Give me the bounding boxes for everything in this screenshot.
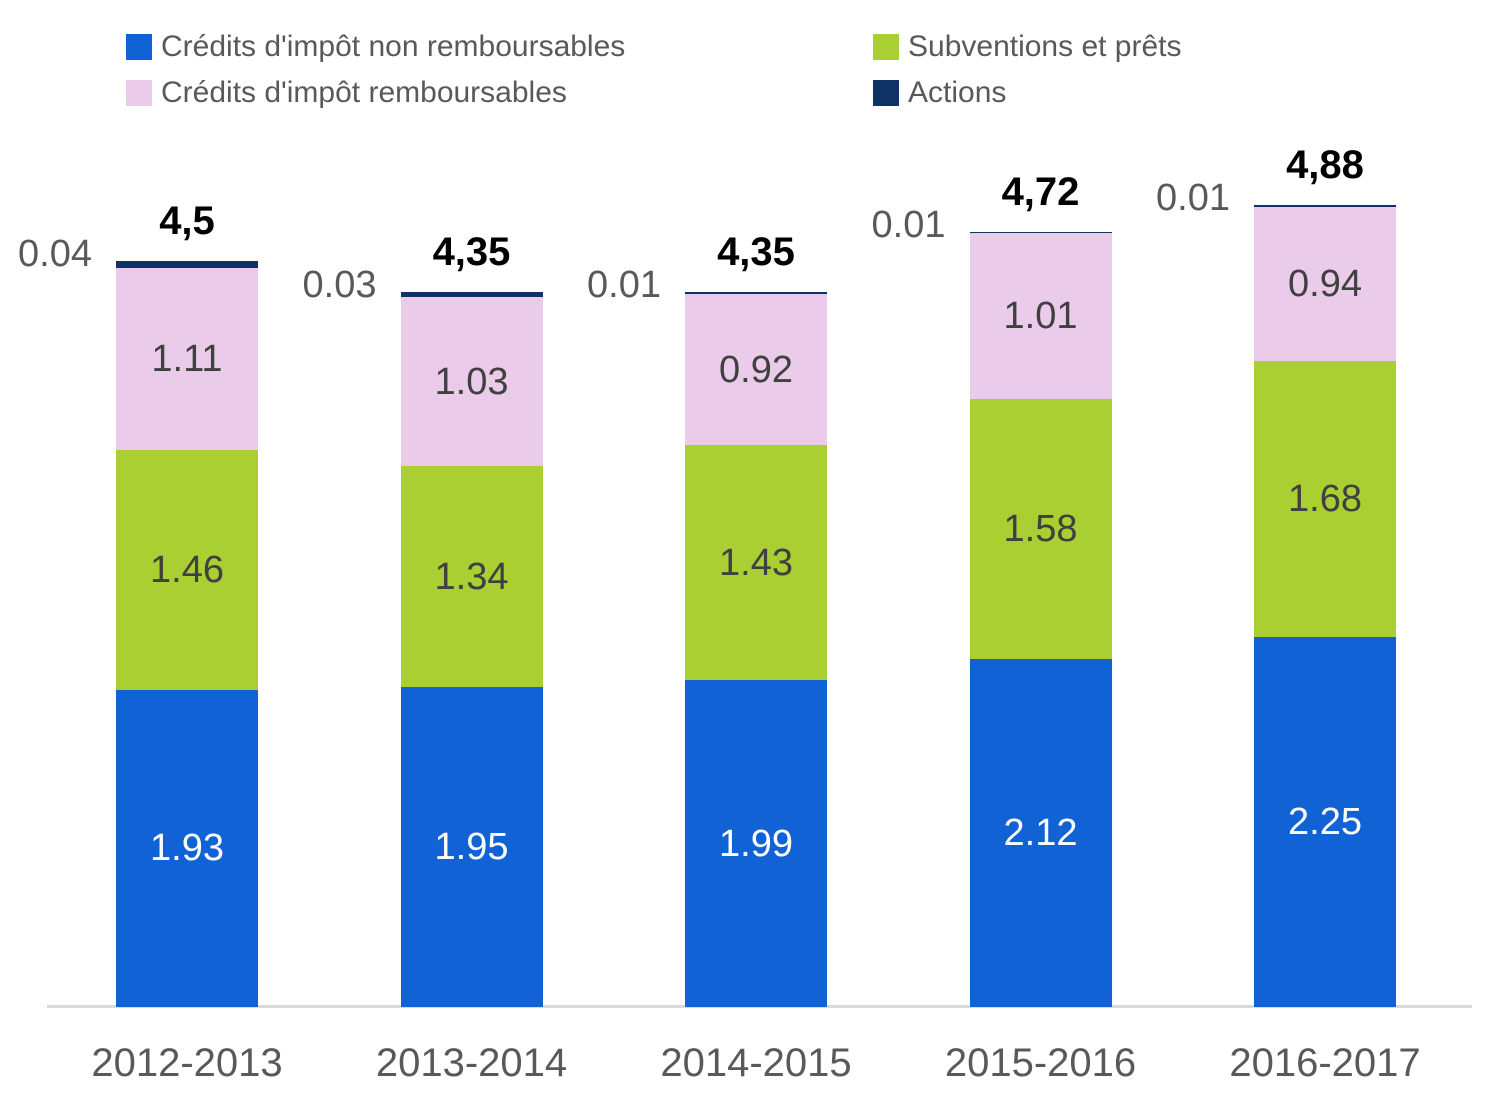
legend-label-actions: Actions	[908, 76, 1007, 109]
bar-segment-credits-d-impot-non-remboursables-2013-2014[interactable]	[400, 686, 543, 1007]
bar-segment-subventions-et-prets-2013-2014[interactable]	[400, 466, 543, 687]
bar-segment-subventions-et-prets-2012-2013[interactable]	[116, 450, 258, 690]
value-label-actions-2014-2015: 0.01	[587, 264, 661, 307]
bar-segment-credits-d-impot-non-remboursables-2012-2013[interactable]	[116, 689, 258, 1007]
bar-segment-credits-d-impot-non-remboursables-2015-2016[interactable]	[969, 658, 1112, 1007]
total-label-2013-2014: 4,35	[432, 230, 511, 275]
total-label-2015-2016: 4,72	[1001, 169, 1080, 214]
legend-swatch-actions-icon	[873, 80, 899, 106]
legend-item-credits-impot-remboursables[interactable]: Crédits d'impôt remboursables	[126, 76, 567, 110]
bar-segment-credits-d-impot-non-remboursables-2016-2017[interactable]	[1254, 637, 1396, 1007]
bar-segment-actions-2015-2016[interactable]	[969, 231, 1112, 234]
bar-segment-credits-d-impot-non-remboursables-2014-2015[interactable]	[685, 680, 827, 1007]
legend-label-subventions-et-prets: Subventions et prêts	[908, 30, 1182, 63]
bar-segment-credits-d-impot-remboursables-2016-2017[interactable]	[1254, 206, 1396, 362]
value-label-actions-2013-2014: 0.03	[302, 264, 377, 307]
legend-item-actions[interactable]: Actions	[873, 76, 1006, 110]
total-label-2016-2017: 4,88	[1286, 143, 1364, 188]
bar-segment-credits-d-impot-remboursables-2013-2014[interactable]	[400, 297, 543, 467]
total-label-2014-2015: 4,35	[717, 230, 795, 275]
legend-swatch-credits-impot-non-remboursables-icon	[126, 34, 152, 60]
value-label-actions-2015-2016: 0.01	[871, 203, 946, 246]
legend-swatch-subventions-et-prets-icon	[873, 34, 899, 60]
legend-item-subventions-et-prets[interactable]: Subventions et prêts	[873, 30, 1182, 64]
bar-segment-actions-2012-2013[interactable]	[116, 261, 258, 268]
bar-segment-subventions-et-prets-2014-2015[interactable]	[685, 445, 827, 681]
bar-segment-subventions-et-prets-2015-2016[interactable]	[969, 399, 1112, 659]
x-axis-label-2013-2014: 2013-2014	[375, 1041, 568, 1085]
bar-segment-subventions-et-prets-2016-2017[interactable]	[1254, 361, 1396, 638]
total-label-2012-2013: 4,5	[159, 199, 215, 244]
legend-label-credits-impot-non-remboursables: Crédits d'impôt non remboursables	[161, 30, 626, 63]
bar-segment-actions-2014-2015[interactable]	[685, 292, 827, 294]
bar-segment-actions-2013-2014[interactable]	[400, 292, 543, 298]
x-axis-label-2012-2013: 2012-2013	[91, 1041, 283, 1085]
bar-segment-credits-d-impot-remboursables-2012-2013[interactable]	[116, 267, 258, 450]
bar-segment-credits-d-impot-remboursables-2015-2016[interactable]	[969, 233, 1112, 400]
x-axis-label-2016-2017: 2016-2017	[1229, 1041, 1421, 1085]
value-label-actions-2016-2017: 0.01	[1156, 177, 1230, 220]
legend-item-credits-impot-non-remboursables[interactable]: Crédits d'impôt non remboursables	[126, 30, 625, 64]
x-axis-label-2015-2016: 2015-2016	[944, 1041, 1137, 1085]
legend-label-credits-impot-remboursables: Crédits d'impôt remboursables	[161, 76, 567, 109]
bar-segment-credits-d-impot-remboursables-2014-2015[interactable]	[685, 293, 827, 446]
x-axis-label-2014-2015: 2014-2015	[660, 1041, 852, 1085]
bar-segment-actions-2016-2017[interactable]	[1254, 205, 1396, 207]
legend-swatch-credits-impot-remboursables-icon	[126, 80, 152, 106]
value-label-actions-2012-2013: 0.04	[18, 233, 92, 276]
